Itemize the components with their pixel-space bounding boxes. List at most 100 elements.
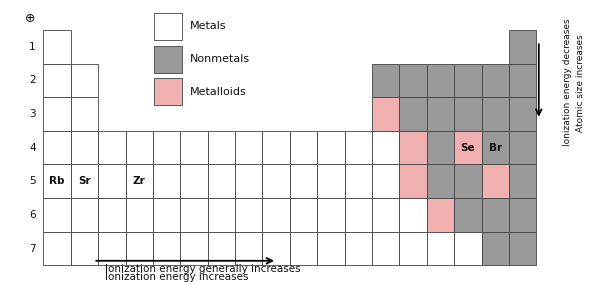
Bar	[482, 131, 509, 164]
Bar	[262, 198, 290, 232]
Bar	[454, 164, 482, 198]
Bar	[427, 198, 454, 232]
Bar	[71, 64, 98, 97]
Bar	[482, 198, 509, 232]
Bar	[181, 131, 208, 164]
Bar	[509, 30, 536, 64]
Bar	[454, 97, 482, 131]
Bar	[153, 232, 181, 265]
Bar	[509, 164, 536, 198]
Bar	[208, 232, 235, 265]
Bar	[235, 198, 262, 232]
Bar	[154, 13, 182, 40]
Bar	[98, 131, 125, 164]
Bar	[509, 232, 536, 265]
Bar	[344, 198, 372, 232]
Bar	[71, 198, 98, 232]
Bar	[427, 97, 454, 131]
Bar	[71, 97, 98, 131]
Text: Zr: Zr	[133, 176, 146, 186]
Bar	[454, 198, 482, 232]
Bar	[400, 131, 427, 164]
Text: Ionization energy increases: Ionization energy increases	[105, 272, 249, 282]
Text: 5: 5	[29, 176, 36, 186]
Text: 6: 6	[29, 210, 36, 220]
Bar	[154, 46, 182, 73]
Bar	[126, 164, 153, 198]
Bar	[427, 164, 454, 198]
Bar	[344, 164, 372, 198]
Bar	[372, 232, 400, 265]
Text: 1: 1	[29, 42, 36, 52]
Bar	[372, 64, 400, 97]
Bar	[290, 198, 317, 232]
Bar	[454, 131, 482, 164]
Bar	[400, 164, 427, 198]
Bar	[154, 78, 182, 105]
Text: Se: Se	[461, 142, 475, 153]
Bar	[262, 164, 290, 198]
Bar	[43, 164, 70, 198]
Bar	[290, 131, 317, 164]
Bar	[317, 164, 344, 198]
Bar	[98, 198, 125, 232]
Bar	[181, 198, 208, 232]
Bar	[43, 232, 70, 265]
Bar	[153, 164, 181, 198]
Bar	[153, 198, 181, 232]
Bar	[181, 232, 208, 265]
Bar	[400, 64, 427, 97]
Text: Metals: Metals	[190, 21, 226, 31]
Bar	[290, 232, 317, 265]
Bar	[372, 164, 400, 198]
Text: 3: 3	[29, 109, 36, 119]
Bar	[71, 164, 98, 198]
Text: ⊕: ⊕	[25, 12, 36, 25]
Bar	[126, 232, 153, 265]
Bar	[98, 164, 125, 198]
Bar	[509, 97, 536, 131]
Bar	[290, 164, 317, 198]
Bar	[208, 164, 235, 198]
Bar	[454, 64, 482, 97]
Bar	[509, 198, 536, 232]
Bar	[372, 198, 400, 232]
Bar	[43, 198, 70, 232]
Bar	[400, 232, 427, 265]
Text: 7: 7	[29, 243, 36, 254]
Bar	[98, 232, 125, 265]
Text: Atomic size increases: Atomic size increases	[577, 34, 585, 131]
Text: Ionization energy generally increases: Ionization energy generally increases	[105, 264, 301, 274]
Bar	[208, 131, 235, 164]
Bar	[400, 97, 427, 131]
Bar	[317, 131, 344, 164]
Bar	[482, 64, 509, 97]
Bar	[372, 97, 400, 131]
Bar	[427, 232, 454, 265]
Bar	[482, 232, 509, 265]
Bar	[43, 30, 70, 64]
Bar	[235, 131, 262, 164]
Bar	[43, 97, 70, 131]
Bar	[71, 232, 98, 265]
Text: Rb: Rb	[49, 176, 65, 186]
Text: Nonmetals: Nonmetals	[190, 54, 250, 64]
Bar	[71, 131, 98, 164]
Bar	[344, 232, 372, 265]
Bar	[262, 232, 290, 265]
Bar	[509, 64, 536, 97]
Bar	[235, 164, 262, 198]
Bar	[208, 198, 235, 232]
Bar	[126, 131, 153, 164]
Text: 2: 2	[29, 75, 36, 86]
Bar	[317, 198, 344, 232]
Text: Ionization energy decreases: Ionization energy decreases	[563, 19, 571, 146]
Bar	[344, 131, 372, 164]
Bar	[372, 131, 400, 164]
Bar	[43, 131, 70, 164]
Bar	[482, 164, 509, 198]
Bar	[400, 198, 427, 232]
Bar	[509, 131, 536, 164]
Bar	[262, 131, 290, 164]
Bar	[153, 131, 181, 164]
